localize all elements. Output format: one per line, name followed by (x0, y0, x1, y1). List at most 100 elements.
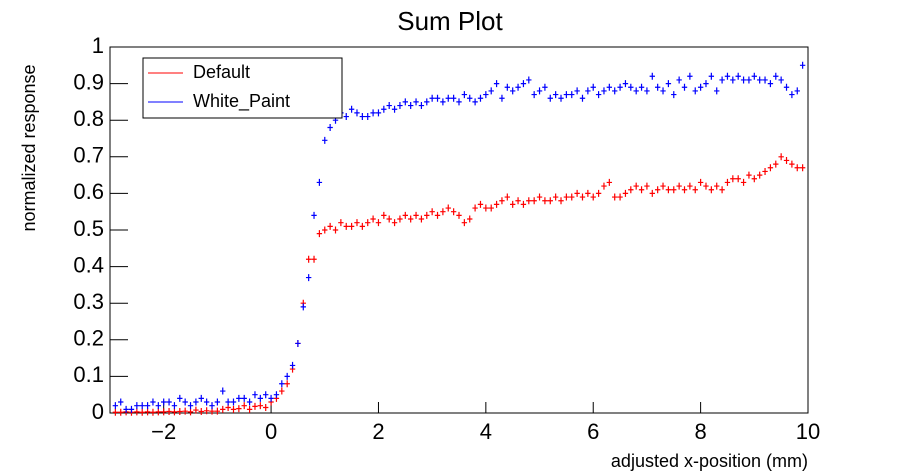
data-point (434, 211, 441, 219)
data-point (654, 186, 661, 194)
data-point (547, 94, 553, 102)
data-point (767, 164, 774, 172)
data-point (144, 402, 151, 410)
data-point (225, 398, 231, 406)
data-point (397, 215, 403, 223)
data-point (284, 372, 290, 380)
data-point (644, 87, 650, 95)
data-point (773, 72, 779, 80)
data-point (134, 408, 140, 416)
data-point (703, 182, 709, 190)
data-point (171, 408, 178, 416)
data-point (273, 391, 280, 399)
data-point (289, 361, 296, 369)
data-point (542, 83, 548, 91)
data-point (370, 109, 376, 117)
data-point (193, 406, 199, 414)
data-point (230, 405, 237, 413)
y-tick-label: 0.5 (73, 216, 104, 241)
data-point (751, 72, 757, 80)
data-point (493, 200, 500, 208)
data-point (354, 219, 360, 227)
data-point (322, 136, 328, 144)
data-point (418, 102, 425, 110)
data-point (348, 105, 355, 113)
data-point (660, 182, 666, 190)
data-point (746, 171, 752, 179)
data-point (375, 109, 382, 117)
data-point (493, 80, 500, 88)
data-point (198, 394, 204, 402)
data-point (177, 394, 183, 402)
data-point (515, 83, 521, 91)
data-point (375, 219, 382, 227)
data-point (407, 215, 414, 223)
data-point (279, 387, 285, 395)
data-point (407, 102, 414, 110)
data-point (198, 408, 204, 416)
data-point (724, 72, 731, 80)
data-point (526, 197, 532, 205)
x-tick-label: −2 (151, 419, 176, 444)
data-point (783, 156, 790, 164)
data-point (177, 408, 183, 416)
data-point (263, 391, 269, 399)
data-point (628, 83, 634, 91)
data-point (703, 80, 709, 88)
data-point (123, 405, 129, 413)
data-point (488, 204, 494, 212)
data-point (236, 394, 242, 402)
data-point (252, 402, 258, 410)
data-point (456, 211, 462, 219)
data-point (472, 204, 478, 212)
data-point (429, 208, 435, 216)
data-point (316, 178, 323, 186)
data-point (617, 83, 623, 91)
data-point (767, 80, 774, 88)
data-point (606, 83, 613, 91)
data-point (708, 186, 715, 194)
data-point (155, 408, 162, 416)
data-point (510, 200, 516, 208)
data-point (606, 178, 613, 186)
data-point (778, 76, 784, 84)
data-point (740, 76, 747, 84)
data-point (794, 87, 800, 95)
data-point (681, 186, 688, 194)
data-point (665, 186, 672, 194)
y-tick-label: 0.1 (73, 362, 104, 387)
data-point (118, 408, 124, 416)
data-point (348, 222, 355, 230)
data-point (563, 193, 570, 201)
data-point (472, 98, 478, 106)
data-point (236, 405, 242, 413)
data-point (510, 87, 516, 95)
data-point (531, 197, 537, 205)
data-point (397, 102, 403, 110)
data-point (327, 124, 333, 132)
data-point (740, 178, 747, 186)
data-point (343, 113, 349, 121)
data-point (268, 394, 274, 402)
data-point (359, 222, 366, 230)
data-point (424, 98, 430, 106)
x-tick-label: 4 (480, 419, 492, 444)
data-point (638, 83, 645, 91)
data-point (166, 408, 172, 416)
data-point (585, 87, 591, 95)
data-point (660, 87, 666, 95)
data-point (499, 197, 505, 205)
data-point (751, 175, 757, 183)
x-tick-label: 10 (796, 419, 820, 444)
data-point (558, 197, 564, 205)
data-point (746, 76, 752, 84)
data-point (220, 405, 226, 413)
data-point (450, 94, 457, 102)
chart-title: Sum Plot (397, 6, 503, 36)
data-point (730, 76, 736, 84)
data-point (552, 91, 559, 99)
data-point (585, 189, 591, 197)
data-point (595, 91, 602, 99)
data-point (456, 98, 462, 106)
data-point (386, 215, 392, 223)
